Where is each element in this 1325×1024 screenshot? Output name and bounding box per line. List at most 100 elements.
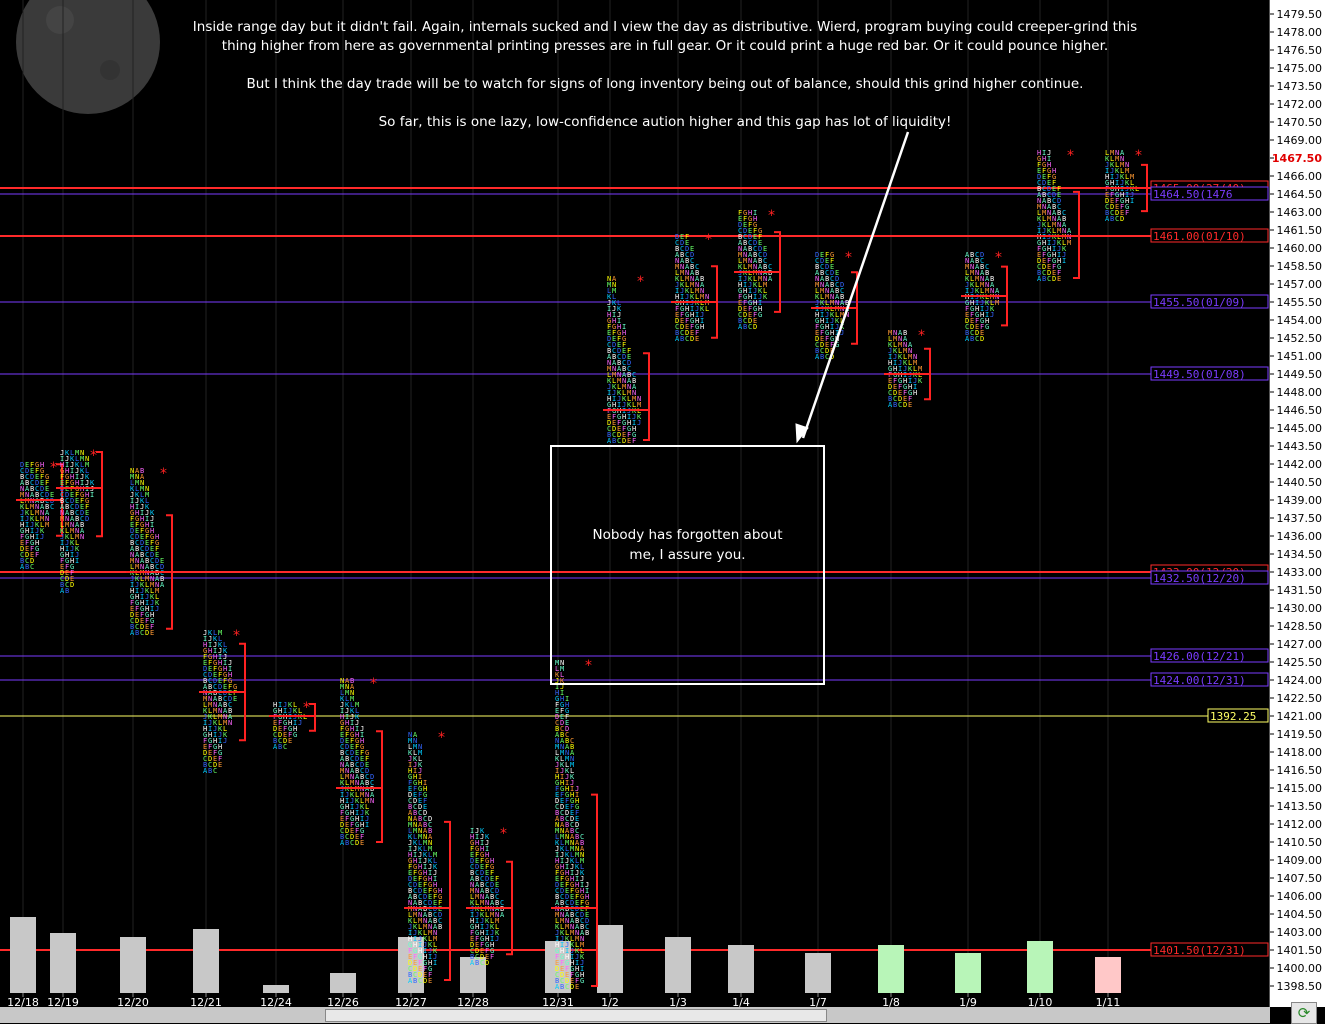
tpo-letter: L (340, 773, 344, 781)
tpo-letter: A (815, 269, 820, 277)
tpo-letter: I (622, 323, 626, 331)
tpo-letter: C (140, 629, 144, 637)
tpo-letter: E (743, 305, 747, 313)
tpo-letter: E (423, 803, 427, 811)
tpo-letter: N (637, 395, 641, 403)
tpo-letter: G (903, 383, 907, 391)
tpo-letter: M (1067, 239, 1071, 247)
tpo-letter: B (1057, 209, 1061, 217)
tpo-letter: F (428, 887, 432, 895)
x-tick-label: 12/31 (542, 996, 574, 1009)
tpo-letter: H (203, 641, 207, 649)
tpo-letter: E (980, 329, 984, 337)
tpo-letter: E (820, 251, 824, 259)
tpo-letter: D (475, 947, 479, 955)
tpo-letter: K (580, 953, 585, 961)
tpo-letter: B (990, 275, 994, 283)
tpo-letter: A (203, 683, 208, 691)
tpo-letter: A (350, 683, 355, 691)
tpo-letter: K (555, 671, 560, 679)
tpo-letter: H (278, 707, 282, 715)
tpo-letter: J (135, 581, 139, 589)
tpo-letter: L (75, 539, 79, 547)
tpo-letter: C (273, 731, 277, 739)
tpo-letter: C (1047, 191, 1051, 199)
tpo-letter: M (45, 521, 49, 529)
tpo-letter: B (580, 923, 584, 931)
tpo-letter: D (218, 683, 222, 691)
tpo-letter: E (135, 611, 139, 619)
tpo-letter: K (1110, 161, 1115, 169)
x-tick-label: 12/20 (117, 996, 149, 1009)
tpo-letter: B (218, 695, 222, 703)
tpo-letter: K (835, 317, 840, 325)
tpo-letter: A (273, 743, 278, 751)
tpo-letter: J (208, 719, 212, 727)
tpo-letter: E (622, 347, 626, 355)
tpo-letter: L (418, 755, 422, 763)
tpo-letter: H (203, 725, 207, 733)
refresh-icon[interactable]: ⟳ (1291, 1002, 1317, 1024)
tpo-letter: B (580, 839, 584, 847)
tpo-letter: B (475, 959, 479, 967)
tpo-letter: J (418, 935, 422, 943)
tpo-letter: G (1120, 197, 1124, 205)
tpo-letter: F (480, 857, 484, 865)
tpo-letter: M (840, 311, 844, 319)
tpo-letter: D (355, 839, 359, 847)
tpo-letter: H (622, 329, 626, 337)
tpo-letter: H (345, 719, 349, 727)
tpo-letter: A (738, 239, 743, 247)
tpo-letter: J (413, 929, 417, 937)
tpo-letter: A (1067, 227, 1072, 235)
tpo-letter: E (565, 803, 569, 811)
tpo-letter: G (1052, 257, 1056, 265)
tpo-letter: D (1052, 275, 1056, 283)
tpo-letter: I (428, 953, 432, 961)
tpo-letter: A (408, 809, 413, 817)
tpo-letter: E (830, 263, 834, 271)
tpo-letter: G (898, 377, 902, 385)
tpo-letter: L (758, 281, 762, 289)
tpo-letter: J (965, 281, 969, 289)
tpo-letter: F (130, 599, 134, 607)
session-high-star: * (1135, 148, 1142, 164)
tpo-letter: B (820, 269, 824, 277)
horizontal-scrollbar[interactable] (0, 1007, 1270, 1023)
tpo-letter: D (1047, 269, 1051, 277)
tpo-letter: L (150, 587, 154, 595)
tpo-letter: E (155, 551, 159, 559)
tpo-letter: E (565, 971, 569, 979)
tpo-letter: I (675, 287, 679, 295)
tpo-letter: G (428, 881, 432, 889)
y-tick-label: 1449.50 (1277, 368, 1323, 381)
tpo-letter: A (825, 281, 830, 289)
tpo-letter: C (612, 431, 616, 439)
tpo-letter: J (685, 293, 689, 301)
tpo-letter: C (485, 881, 489, 889)
tpo-letter: F (632, 437, 636, 445)
tpo-letter: C (413, 887, 417, 895)
tpo-letter: G (130, 593, 134, 601)
tpo-letter: C (607, 341, 611, 349)
tpo-letter: E (575, 815, 579, 823)
tpo-letter: F (288, 731, 292, 739)
tpo-letter: G (743, 209, 747, 217)
tpo-letter: E (560, 797, 564, 805)
tpo-letter: L (965, 269, 969, 277)
tpo-letter: E (418, 881, 422, 889)
tpo-letter: C (753, 245, 757, 253)
tpo-letter: E (893, 383, 897, 391)
tpo-letter: D (135, 533, 139, 541)
tpo-letter: F (438, 899, 442, 907)
y-tick-label: 1436.00 (1277, 530, 1323, 543)
tpo-letter: M (413, 911, 417, 919)
tpo-letter: J (485, 923, 489, 931)
tpo-letter: I (820, 311, 824, 319)
tpo-letter: K (975, 287, 980, 295)
tpo-letter: N (570, 755, 574, 763)
tpo-letter: L (213, 629, 217, 637)
scrollbar-thumb[interactable] (325, 1009, 827, 1022)
tpo-letter: M (622, 383, 626, 391)
tpo-letter: J (617, 311, 621, 319)
